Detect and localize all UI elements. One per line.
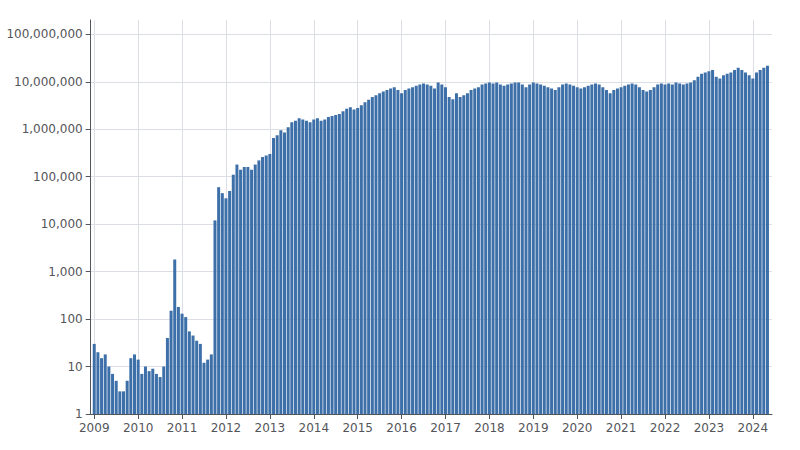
svg-text:2015: 2015 (342, 421, 373, 435)
svg-text:2017: 2017 (430, 421, 461, 435)
svg-text:2014: 2014 (298, 421, 329, 435)
svg-text:2012: 2012 (211, 421, 242, 435)
svg-text:2022: 2022 (650, 421, 681, 435)
svg-text:2018: 2018 (474, 421, 505, 435)
svg-text:2016: 2016 (386, 421, 417, 435)
svg-text:2024: 2024 (738, 421, 769, 435)
svg-text:10,000,000: 10,000,000 (14, 75, 83, 89)
svg-text:10: 10 (67, 360, 82, 374)
svg-text:100,000,000: 100,000,000 (6, 27, 82, 41)
svg-text:2011: 2011 (167, 421, 198, 435)
svg-text:2019: 2019 (518, 421, 549, 435)
svg-text:1,000,000: 1,000,000 (22, 122, 83, 136)
svg-text:1,000: 1,000 (48, 265, 82, 279)
svg-text:100: 100 (60, 312, 83, 326)
svg-text:2013: 2013 (255, 421, 286, 435)
svg-text:100,000: 100,000 (33, 170, 83, 184)
svg-text:2020: 2020 (562, 421, 593, 435)
svg-text:2021: 2021 (606, 421, 637, 435)
svg-text:2009: 2009 (79, 421, 110, 435)
svg-text:2023: 2023 (694, 421, 725, 435)
svg-text:1: 1 (75, 407, 83, 421)
svg-text:10,000: 10,000 (41, 217, 83, 231)
svg-text:2010: 2010 (123, 421, 154, 435)
